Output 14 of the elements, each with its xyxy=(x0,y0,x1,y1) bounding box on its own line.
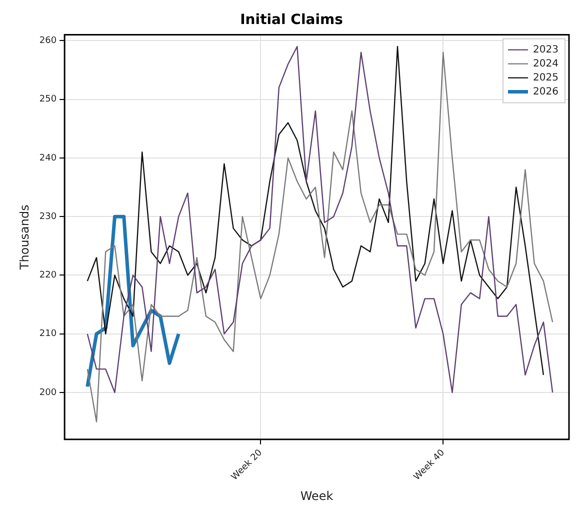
y-axis-title: Thousands xyxy=(17,204,32,271)
legend-label: 2024 xyxy=(533,58,558,70)
y-tick-label: 240 xyxy=(39,153,57,164)
y-tick-label: 230 xyxy=(39,212,57,222)
x-axis-title: Week xyxy=(300,488,334,503)
y-tick-label: 250 xyxy=(39,94,57,105)
y-tick-label: 220 xyxy=(39,270,57,281)
y-tick-label: 210 xyxy=(39,329,57,340)
y-tick-label: 200 xyxy=(39,388,57,398)
chart-title: Initial Claims xyxy=(240,12,343,28)
y-tick-label: 260 xyxy=(39,36,57,46)
legend-label: 2025 xyxy=(533,72,558,84)
legend-label: 2023 xyxy=(533,44,558,56)
legend-label: 2026 xyxy=(533,86,558,98)
